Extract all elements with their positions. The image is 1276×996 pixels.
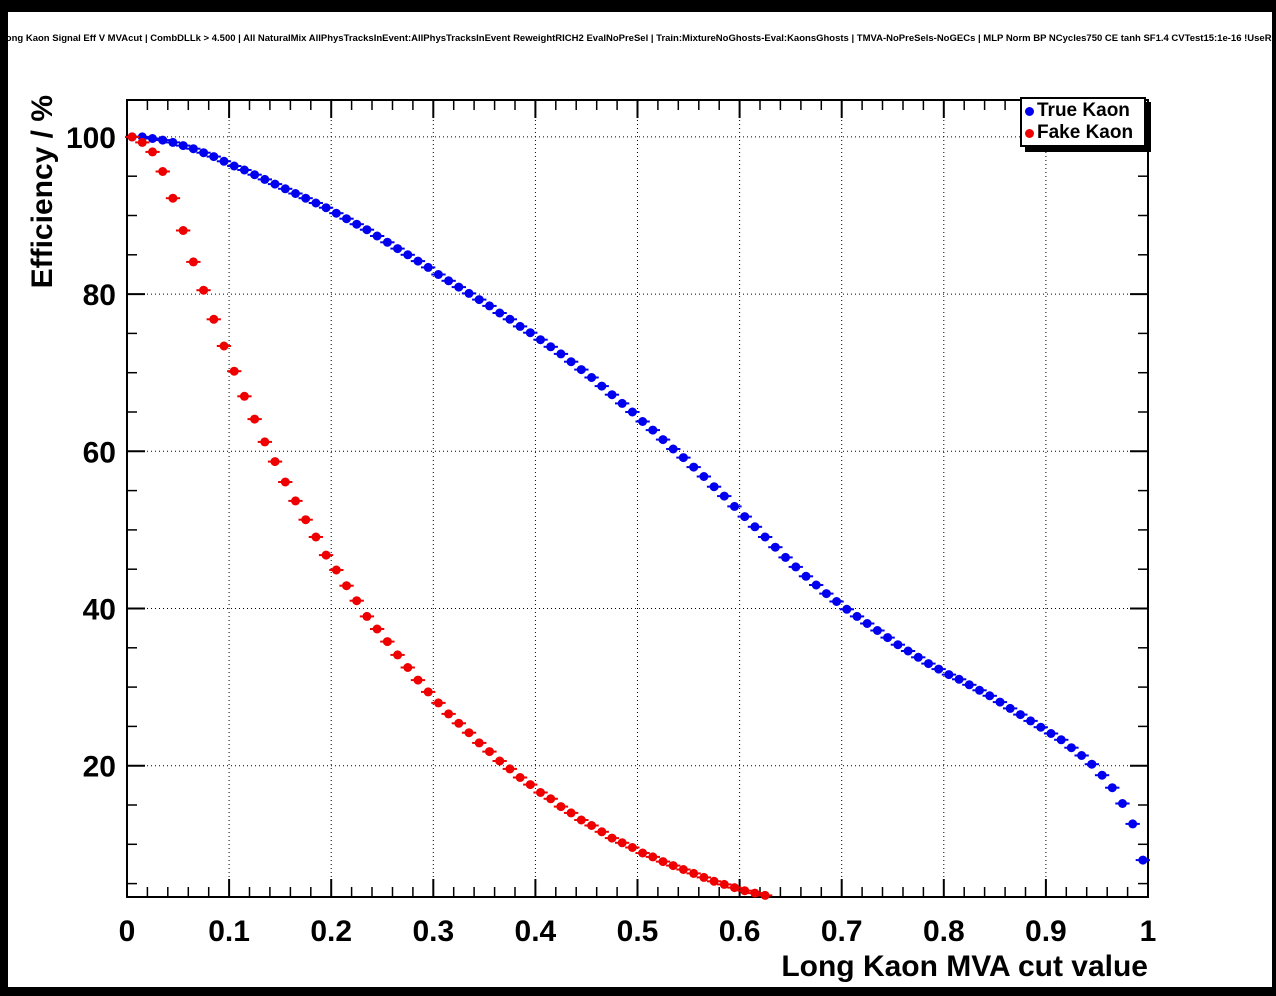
legend: True Kaon Fake Kaon	[1020, 97, 1146, 147]
svg-text:100: 100	[66, 122, 116, 155]
plot-title: Long Kaon Signal Eff V MVAcut | CombDLLk…	[0, 33, 1276, 44]
svg-text:0.4: 0.4	[515, 915, 557, 948]
x-axis-title: Long Kaon MVA cut value	[781, 950, 1148, 983]
svg-text:0: 0	[119, 915, 136, 948]
axis-ticks	[126, 100, 1149, 897]
svg-text:60: 60	[83, 436, 116, 469]
x-tick-labels: 0 0.1 0.2 0.3 0.4 0.5 0.6 0.7 0.8 0.9 1	[119, 915, 1157, 948]
svg-text:0.6: 0.6	[719, 915, 761, 948]
legend-item-true-kaon: True Kaon	[1025, 100, 1144, 122]
fake-kaon-marker-icon	[1025, 128, 1034, 138]
legend-label-true-kaon: True Kaon	[1037, 100, 1130, 121]
svg-text:20: 20	[83, 751, 116, 784]
svg-text:40: 40	[83, 594, 116, 627]
y-axis-title: Efficiency / %	[26, 95, 59, 288]
svg-text:0.5: 0.5	[617, 915, 659, 948]
legend-label-fake-kaon: Fake Kaon	[1037, 122, 1134, 143]
legend-item-fake-kaon: Fake Kaon	[1025, 122, 1144, 144]
true-kaon-marker-icon	[1025, 106, 1034, 116]
svg-text:0.7: 0.7	[821, 915, 863, 948]
svg-text:80: 80	[83, 279, 116, 312]
svg-text:0.3: 0.3	[412, 915, 454, 948]
svg-text:0.2: 0.2	[310, 915, 352, 948]
series-fake-kaon	[125, 132, 773, 900]
plot-frame	[126, 99, 1149, 898]
y-tick-labels: 20 40 60 80 100	[66, 122, 116, 784]
svg-text:0.1: 0.1	[208, 915, 250, 948]
svg-text:0.8: 0.8	[923, 915, 965, 948]
gridlines	[127, 100, 1148, 897]
series-true-kaon	[125, 132, 1150, 865]
svg-text:1: 1	[1140, 915, 1157, 948]
svg-text:0.9: 0.9	[1025, 915, 1067, 948]
